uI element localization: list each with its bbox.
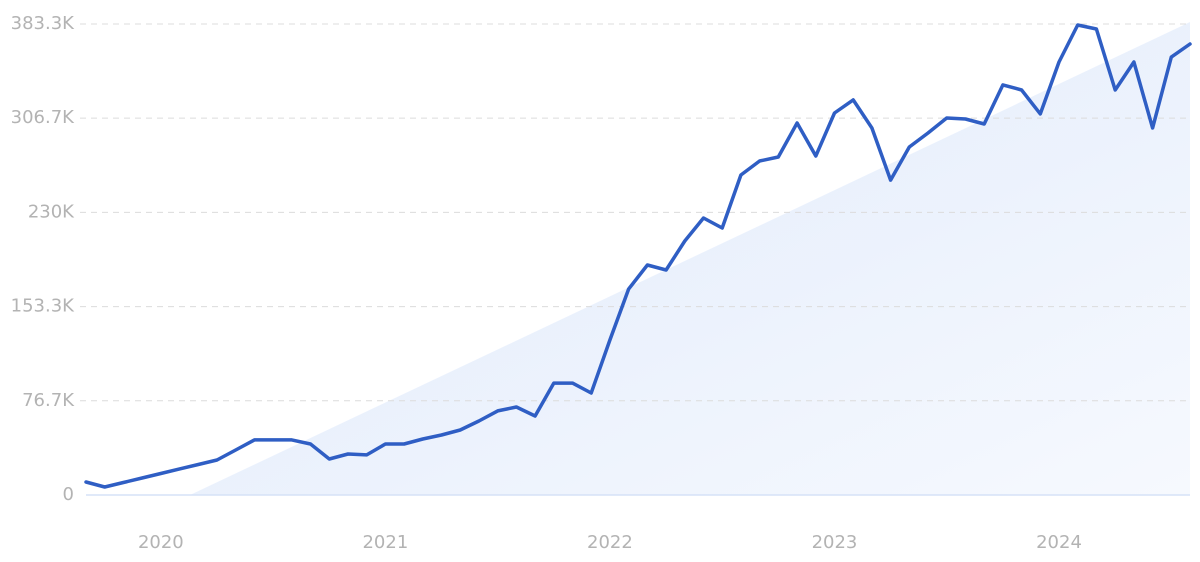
line bbox=[84, 23, 1192, 489]
y-tick-label: 153.3K bbox=[11, 296, 76, 317]
y-tick-label: 383.3K bbox=[11, 13, 76, 34]
x-tick-label: 2023 bbox=[812, 532, 858, 553]
x-tick-label: 2021 bbox=[362, 532, 408, 553]
y-tick-label: 0 bbox=[63, 484, 74, 505]
y-tick-label: 76.7K bbox=[22, 390, 75, 411]
x-tick-label: 2020 bbox=[138, 532, 184, 553]
trend-area bbox=[190, 22, 1190, 495]
x-tick-label: 2022 bbox=[587, 532, 633, 553]
x-tick-label: 2024 bbox=[1036, 532, 1082, 553]
y-tick-label: 306.7K bbox=[11, 107, 76, 128]
y-tick-label: 230K bbox=[28, 201, 75, 222]
